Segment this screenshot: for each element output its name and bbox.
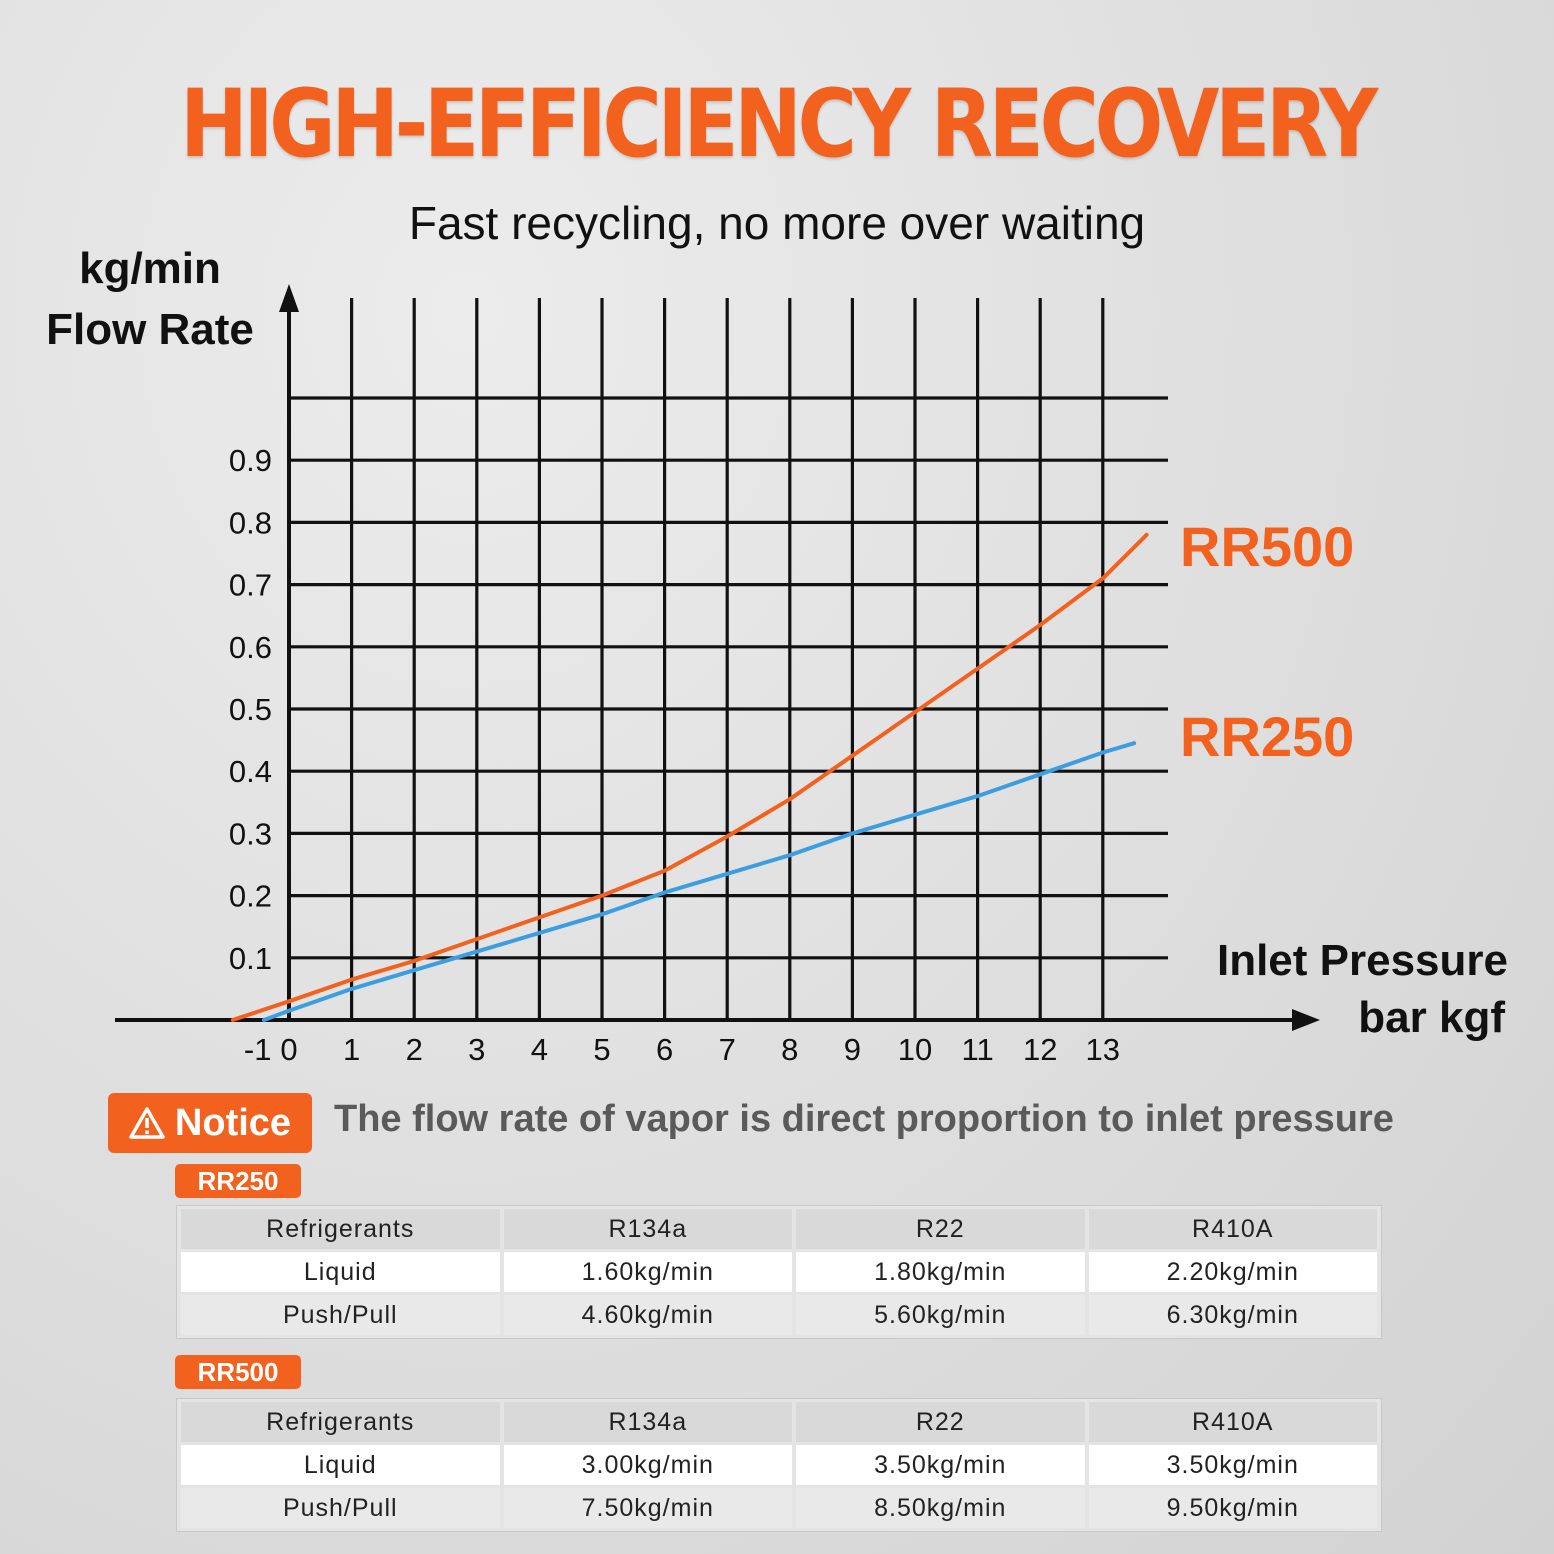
- y-tick-label: 0.4: [229, 754, 272, 789]
- chart-axes: [115, 284, 1320, 1031]
- table-cell: 1.60kg/min: [503, 1252, 793, 1292]
- page-subtitle: Fast recycling, no more over waiting: [408, 197, 1146, 249]
- warning-icon: [129, 1107, 165, 1139]
- chart-series: RR500 RR250: [230, 515, 1354, 1022]
- table-cell: Liquid: [181, 1252, 500, 1292]
- flow-rate-chart: -1 0 1 2 3 4 5 6 7 8 9 10 11 12 130.10.20.30.40.50.60.…: [46, 244, 1508, 1067]
- table-cell: 3.50kg/min: [796, 1445, 1085, 1485]
- x-tick-label: 4: [531, 1032, 548, 1067]
- chart-grid: [289, 298, 1168, 1020]
- table-cell: 2.20kg/min: [1088, 1252, 1377, 1292]
- y-tick-label: 0.6: [229, 630, 272, 665]
- y-tick-label: 0.1: [229, 941, 272, 976]
- x-tick-label: 5: [593, 1032, 610, 1067]
- table-header-row: Refrigerants R134a R22 R410A: [181, 1209, 1377, 1249]
- table-header-cell: R410A: [1088, 1402, 1377, 1442]
- table-cell: 3.50kg/min: [1088, 1445, 1377, 1485]
- x-tick-label: 9: [844, 1032, 861, 1067]
- y-axis-label: Flow Rate: [46, 305, 254, 354]
- x-tick-label: 6: [656, 1032, 673, 1067]
- notice-badge: Notice: [108, 1093, 312, 1153]
- table-cell: 5.60kg/min: [796, 1295, 1085, 1335]
- table-header-cell: Refrigerants: [181, 1402, 500, 1442]
- y-tick-label: 0.5: [229, 692, 272, 727]
- x-tick-label: 13: [1086, 1032, 1120, 1067]
- x-axis-arrow: [1292, 1009, 1320, 1031]
- table-header-cell: R410A: [1088, 1209, 1377, 1249]
- x-axis-label: Inlet Pressure: [1217, 936, 1508, 985]
- table-header-cell: Refrigerants: [181, 1209, 500, 1249]
- table-header-cell: R22: [796, 1402, 1085, 1442]
- rr500-badge: RR500: [175, 1355, 301, 1389]
- table-cell: 9.50kg/min: [1088, 1488, 1377, 1528]
- notice-label: Notice: [174, 1101, 292, 1144]
- table-cell: Push/Pull: [181, 1488, 500, 1528]
- series-label-rr500: RR500: [1180, 515, 1354, 578]
- table-cell: 7.50kg/min: [503, 1488, 793, 1528]
- x-tick-label: 12: [1023, 1032, 1057, 1067]
- table-cell: Push/Pull: [181, 1295, 500, 1335]
- y-tick-label: 0.8: [229, 505, 272, 540]
- series-line-rr500: [230, 532, 1149, 1022]
- table-cell: 6.30kg/min: [1088, 1295, 1377, 1335]
- x-tick-label: 1: [343, 1032, 360, 1067]
- table-header-cell: R134a: [503, 1402, 793, 1442]
- x-axis-unit: bar kgf: [1358, 993, 1505, 1042]
- x-tick-label: 7: [719, 1032, 736, 1067]
- table-cell: Liquid: [181, 1445, 500, 1485]
- x-tick-label: 2: [406, 1032, 423, 1067]
- y-tick-label: 0.7: [229, 568, 272, 603]
- series-label-rr250: RR250: [1180, 705, 1354, 768]
- table-row: Liquid 3.00kg/min 3.50kg/min 3.50kg/min: [181, 1445, 1377, 1485]
- rr250-table: Refrigerants R134a R22 R410A Liquid 1.60…: [176, 1205, 1382, 1339]
- y-axis-unit: kg/min: [79, 244, 221, 293]
- x-tick-label: 3: [468, 1032, 485, 1067]
- notice-text: The flow rate of vapor is direct proport…: [334, 1098, 1394, 1140]
- y-tick-label: 0.2: [229, 879, 272, 914]
- series-line-rr250: [262, 741, 1137, 1022]
- y-tick-label: 0.3: [229, 816, 272, 851]
- table-cell: 1.80kg/min: [796, 1252, 1085, 1292]
- x-tick-label: -1: [244, 1032, 272, 1067]
- table-header-row: Refrigerants R134a R22 R410A: [181, 1402, 1377, 1442]
- x-tick-label: 0: [280, 1032, 297, 1067]
- table-row: Push/Pull 7.50kg/min 8.50kg/min 9.50kg/m…: [181, 1488, 1377, 1528]
- table-header-cell: R22: [796, 1209, 1085, 1249]
- table-cell: 3.00kg/min: [503, 1445, 793, 1485]
- rr250-badge: RR250: [175, 1164, 301, 1198]
- tick-labels: -1 0 1 2 3 4 5 6 7 8 9 10 11 12 130.10.20.30.40.50.60.…: [229, 443, 1120, 1067]
- x-tick-label: 11: [962, 1032, 994, 1067]
- page-title: HIGH-EFFICIENCY RECOVERY: [180, 70, 1378, 179]
- table-cell: 4.60kg/min: [503, 1295, 793, 1335]
- rr500-table: Refrigerants R134a R22 R410A Liquid 3.00…: [176, 1398, 1382, 1532]
- y-axis-arrow: [279, 284, 299, 312]
- x-tick-label: 8: [781, 1032, 798, 1067]
- table-cell: 8.50kg/min: [796, 1488, 1085, 1528]
- table-header-cell: R134a: [503, 1209, 793, 1249]
- table-row: Liquid 1.60kg/min 1.80kg/min 2.20kg/min: [181, 1252, 1377, 1292]
- table-row: Push/Pull 4.60kg/min 5.60kg/min 6.30kg/m…: [181, 1295, 1377, 1335]
- y-tick-label: 0.9: [229, 443, 272, 478]
- x-tick-label: 10: [898, 1032, 932, 1067]
